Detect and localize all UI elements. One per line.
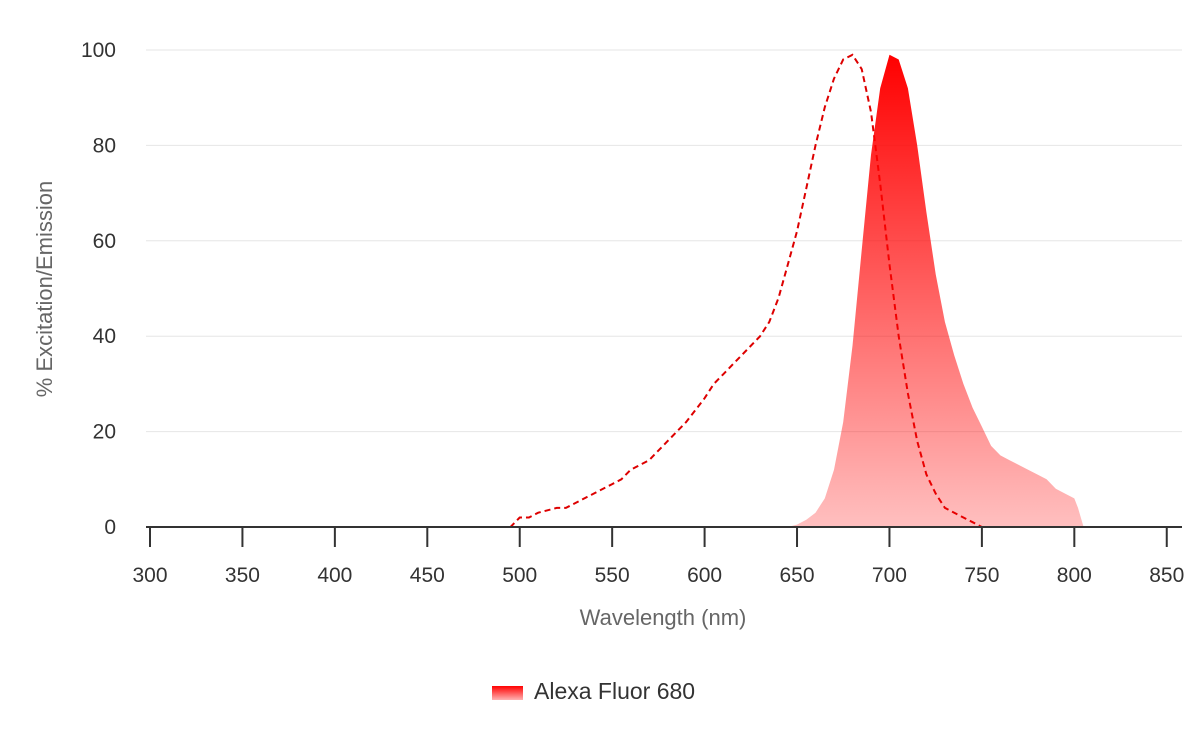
y-tick-label: 80	[93, 134, 116, 157]
x-tick-label: 750	[964, 564, 999, 587]
y-tick-label: 60	[93, 230, 116, 253]
x-tick-label: 400	[317, 564, 352, 587]
excitation-line[interactable]	[150, 53, 1176, 528]
x-tick-label: 650	[780, 564, 815, 587]
series-layer	[150, 53, 1176, 528]
y-tick-label: 0	[104, 516, 116, 539]
y-axis-title: % Excitation/Emission	[32, 181, 57, 397]
x-tick-label: 300	[132, 564, 167, 587]
grid-lines	[146, 49, 1182, 433]
legend-label[interactable]: Alexa Fluor 680	[534, 678, 695, 704]
x-tick-label: 350	[225, 564, 260, 587]
y-tick-label: 100	[81, 39, 116, 62]
y-tick-label: 40	[93, 325, 116, 348]
legend-swatch	[492, 686, 523, 700]
x-tick-label: 500	[502, 564, 537, 587]
y-tick-label: 20	[93, 421, 116, 444]
x-tick-label: 800	[1057, 564, 1092, 587]
x-axis-title: Wavelength (nm)	[580, 605, 747, 630]
x-axis: 300 350 400 450 500 550 600 650 700 750 800 850	[132, 526, 1184, 587]
x-tick-label: 850	[1149, 564, 1184, 587]
x-tick-label: 550	[595, 564, 630, 587]
x-tick-label: 600	[687, 564, 722, 587]
y-axis: 0 20 40 60 80 100	[81, 39, 116, 539]
legend[interactable]: Alexa Fluor 680	[492, 678, 695, 704]
x-tick-label: 700	[872, 564, 907, 587]
x-tick-label: 450	[410, 564, 445, 587]
emission-area[interactable]	[150, 54, 1176, 528]
